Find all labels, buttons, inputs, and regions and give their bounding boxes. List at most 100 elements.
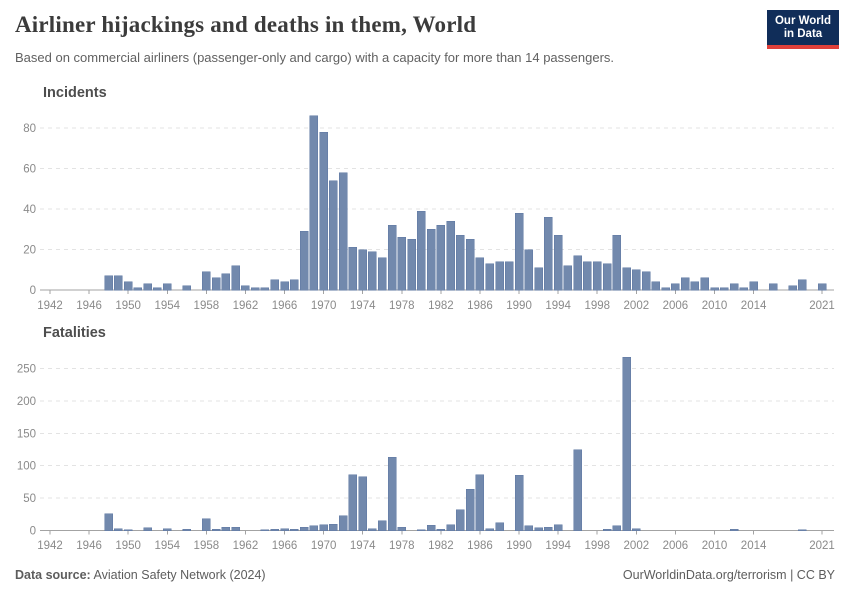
bar-incidents-1959[interactable] [211,277,221,291]
bar-fatalities-1988[interactable] [495,522,504,531]
bar-fatalities-2000[interactable] [612,525,622,531]
bar-incidents-2011[interactable] [720,287,729,291]
bar-incidents-2002[interactable] [632,269,641,291]
bar-incidents-1974[interactable] [358,249,367,291]
bar-fatalities-1972[interactable] [338,515,348,531]
bar-incidents-1994[interactable] [553,235,563,291]
bar-incidents-1993[interactable] [544,216,553,291]
bar-incidents-1991[interactable] [524,249,534,291]
bar-fatalities-1964[interactable] [260,529,270,531]
bar-incidents-1981[interactable] [426,229,436,291]
bar-fatalities-1996[interactable] [573,449,582,531]
bar-fatalities-1970[interactable] [319,524,328,531]
bar-incidents-1962[interactable] [241,285,250,291]
bar-incidents-2019[interactable] [798,279,807,291]
bar-fatalities-1967[interactable] [290,528,299,531]
bar-fatalities-1985[interactable] [465,488,475,531]
bar-fatalities-1986[interactable] [475,474,485,531]
bar-incidents-1964[interactable] [260,287,270,291]
bar-fatalities-1961[interactable] [231,527,240,531]
bar-incidents-1997[interactable] [583,261,592,291]
bar-incidents-2010[interactable] [710,287,719,291]
bar-fatalities-1994[interactable] [553,524,563,531]
bar-incidents-1961[interactable] [231,265,240,291]
bar-fatalities-1959[interactable] [211,528,221,531]
bar-incidents-1966[interactable] [280,281,289,291]
bar-incidents-1972[interactable] [338,172,348,291]
bar-fatalities-1958[interactable] [202,518,211,531]
bar-incidents-1980[interactable] [417,210,426,291]
bar-fatalities-1950[interactable] [123,529,133,531]
bar-fatalities-2001[interactable] [622,357,631,531]
bar-fatalities-1975[interactable] [368,528,377,531]
bar-incidents-1960[interactable] [221,273,231,291]
bar-incidents-2013[interactable] [739,287,749,291]
bar-fatalities-2012[interactable] [729,528,739,531]
bar-incidents-1989[interactable] [505,261,514,291]
bar-incidents-1950[interactable] [123,281,133,291]
bar-fatalities-1999[interactable] [602,528,612,531]
bar-incidents-1963[interactable] [250,287,260,291]
bar-incidents-1971[interactable] [329,180,338,291]
bar-incidents-1996[interactable] [573,255,582,291]
bar-fatalities-2019[interactable] [798,529,807,531]
bar-incidents-1969[interactable] [309,115,319,291]
bar-incidents-1958[interactable] [202,271,211,291]
license-link[interactable]: CC BY [796,568,835,582]
bar-incidents-1973[interactable] [348,247,358,291]
bar-fatalities-1977[interactable] [387,457,397,531]
bar-fatalities-1952[interactable] [143,527,152,531]
bar-incidents-2003[interactable] [641,271,651,291]
bar-fatalities-1981[interactable] [426,525,436,531]
bar-incidents-1970[interactable] [319,131,328,291]
bar-fatalities-1983[interactable] [446,524,455,531]
bar-incidents-1992[interactable] [534,267,543,291]
bar-incidents-2008[interactable] [690,281,700,291]
bar-incidents-1953[interactable] [153,287,162,291]
bar-incidents-2000[interactable] [612,235,622,291]
bar-incidents-2007[interactable] [680,277,690,291]
owid-url-link[interactable]: OurWorldinData.org/terrorism [622,568,787,582]
bar-fatalities-1990[interactable] [514,475,524,531]
bar-incidents-1956[interactable] [182,285,192,291]
bar-incidents-2018[interactable] [788,285,797,291]
bar-fatalities-2002[interactable] [632,528,641,531]
bar-incidents-1983[interactable] [446,220,455,291]
bar-incidents-1987[interactable] [485,263,494,291]
bar-fatalities-1980[interactable] [417,529,426,531]
bar-fatalities-1974[interactable] [358,476,367,531]
bar-incidents-1954[interactable] [163,283,172,291]
bar-fatalities-1992[interactable] [534,527,543,531]
bar-incidents-1949[interactable] [114,275,123,291]
bar-incidents-1951[interactable] [133,287,143,291]
bar-incidents-1979[interactable] [407,239,416,291]
bar-incidents-1977[interactable] [387,224,397,291]
bar-incidents-2012[interactable] [729,283,739,291]
bar-incidents-1965[interactable] [270,279,280,291]
bar-incidents-1978[interactable] [397,237,407,291]
bar-fatalities-1984[interactable] [456,509,465,531]
bar-fatalities-1960[interactable] [221,527,231,531]
bar-incidents-2004[interactable] [651,281,661,291]
bar-incidents-1988[interactable] [495,261,504,291]
bar-fatalities-1973[interactable] [348,474,358,531]
bar-incidents-2005[interactable] [661,287,670,291]
bar-incidents-2009[interactable] [700,277,709,291]
bar-fatalities-1978[interactable] [397,527,407,531]
bar-fatalities-1971[interactable] [329,523,338,531]
bar-fatalities-1966[interactable] [280,528,289,531]
bar-fatalities-1987[interactable] [485,528,494,531]
bar-incidents-1967[interactable] [290,279,299,291]
bar-fatalities-1956[interactable] [182,528,192,531]
bar-fatalities-1954[interactable] [163,528,172,531]
bar-fatalities-1968[interactable] [299,527,309,531]
bar-incidents-1968[interactable] [299,231,309,291]
bar-incidents-1999[interactable] [602,263,612,291]
bar-incidents-1982[interactable] [436,224,446,291]
owid-logo[interactable]: Our World in Data [767,10,839,49]
bar-fatalities-1976[interactable] [378,520,387,531]
bar-incidents-1948[interactable] [104,275,113,291]
bar-fatalities-1993[interactable] [544,527,553,531]
bar-incidents-1986[interactable] [475,257,485,291]
bar-incidents-2006[interactable] [671,283,680,291]
